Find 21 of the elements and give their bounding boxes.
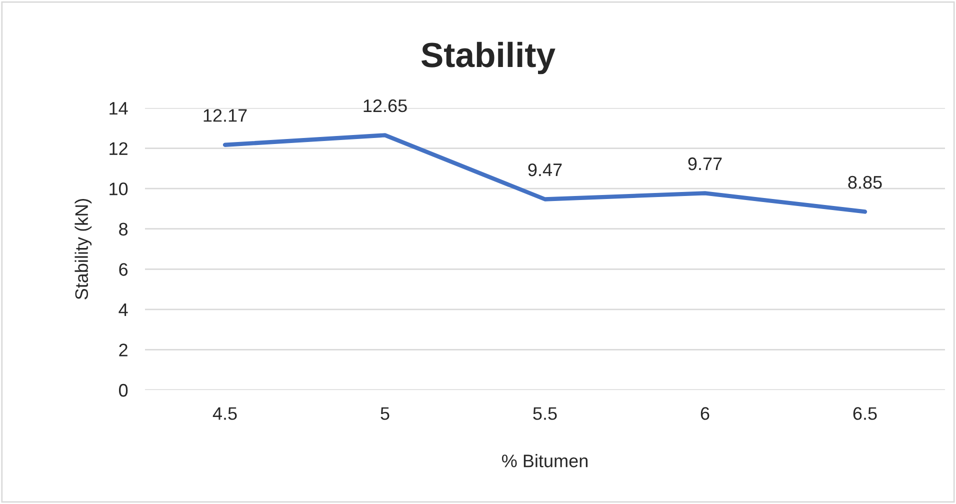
x-tick-label: 6 [700, 407, 710, 420]
data-label: 9.77 [688, 157, 722, 170]
y-tick-label: 2 [119, 344, 128, 356]
y-tick-label: 14 [110, 102, 128, 115]
y-axis-title: Stability (kN) [74, 198, 92, 300]
data-label: 12.17 [204, 109, 247, 122]
data-label: 12.65 [364, 99, 407, 112]
y-tick-label: 4 [118, 304, 128, 316]
chart-title: Stability [421, 42, 556, 74]
x-tick-label: 5.5 [533, 407, 557, 420]
data-label: 9.47 [528, 163, 562, 176]
y-tick-label: 0 [119, 384, 128, 397]
y-tick-label: 6 [119, 263, 128, 276]
x-tick-label: 5 [380, 407, 390, 420]
data-label: 8.85 [848, 176, 882, 189]
x-axis-title: % Bitumen [502, 454, 588, 468]
y-tick-label: 12 [110, 142, 128, 155]
y-tick-label: 10 [110, 182, 128, 196]
x-tick-label: 6.5 [853, 407, 877, 420]
y-tick-label: 8 [119, 222, 128, 236]
x-tick-label: 4.5 [212, 407, 237, 420]
